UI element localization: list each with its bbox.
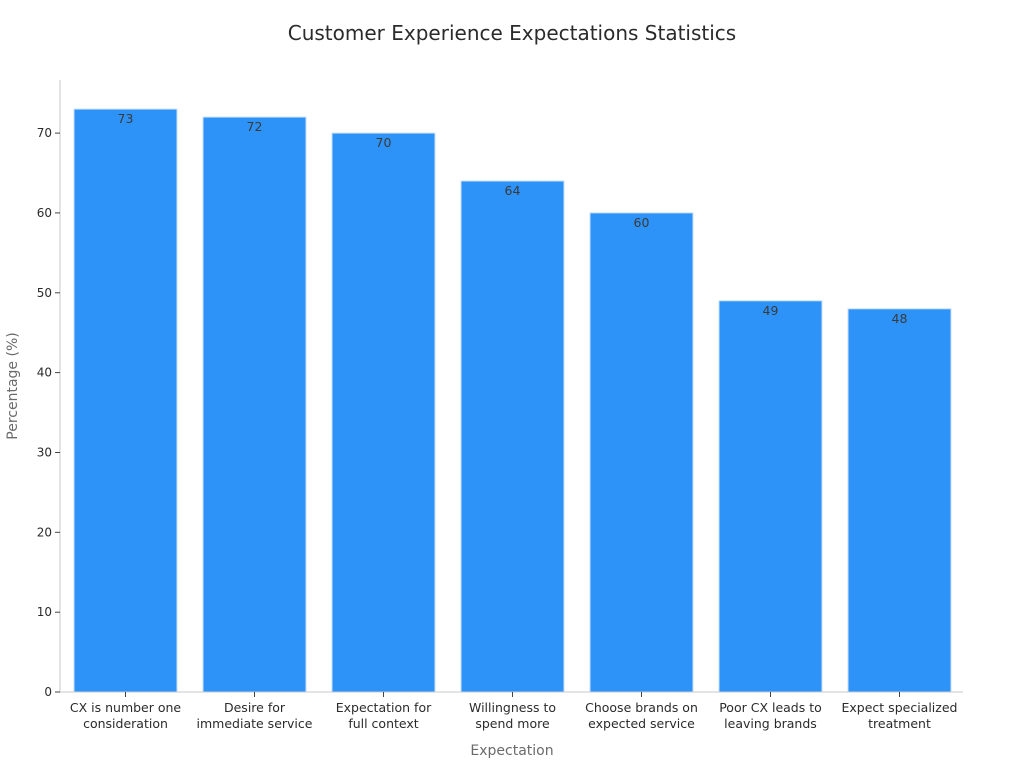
x-axis-label: Expectation — [470, 743, 553, 759]
y-tick-label-70: 70 — [37, 126, 52, 140]
data-label-6: 49 — [763, 303, 779, 318]
data-label-7: 48 — [892, 311, 908, 326]
bar-7 — [848, 309, 951, 692]
chart-root: Customer Experience Expectations Statist… — [0, 0, 1024, 768]
bar-6 — [719, 301, 822, 692]
x-tick-label-6-line-1: Poor CX leads to — [719, 700, 822, 715]
y-ticks-layer: 0 10 20 30 40 50 60 70 — [37, 126, 60, 699]
chart-title: Customer Experience Expectations Statist… — [288, 21, 736, 45]
bar-5 — [590, 213, 693, 692]
x-tick-label-3: Expectation for full context — [336, 700, 432, 731]
x-tick-label-4-line-2: spend more — [475, 716, 550, 731]
x-tick-label-1: CX is number one consideration — [70, 700, 182, 731]
x-tick-label-7-line-1: Expect specialized — [842, 700, 958, 715]
y-tick-label-30: 30 — [37, 446, 52, 460]
bar-chart: Customer Experience Expectations Statist… — [0, 0, 1024, 768]
data-label-4: 64 — [505, 183, 521, 198]
x-tick-label-1-line-2: consideration — [83, 716, 168, 731]
x-tick-label-6: Poor CX leads to leaving brands — [719, 700, 822, 731]
bar-2 — [203, 117, 306, 692]
bar-3 — [332, 133, 435, 692]
x-tick-label-6-line-2: leaving brands — [724, 716, 817, 731]
x-tick-label-2: Desire for immediate service — [197, 700, 313, 731]
data-label-3: 70 — [376, 135, 392, 150]
data-label-1: 73 — [118, 111, 134, 126]
x-tick-label-5-line-1: Choose brands on — [585, 700, 698, 715]
y-tick-label-50: 50 — [37, 286, 52, 300]
bar-4 — [461, 181, 564, 692]
x-tick-label-5-line-2: expected service — [588, 716, 695, 731]
x-ticks-layer: CX is number one consideration Desire for i… — [70, 692, 958, 731]
x-tick-label-7: Expect specialized treatment — [842, 700, 958, 731]
data-label-2: 72 — [247, 119, 263, 134]
x-tick-label-2-line-1: Desire for — [224, 700, 286, 715]
y-tick-label-0: 0 — [44, 685, 52, 699]
y-tick-label-40: 40 — [37, 366, 52, 380]
bar-1 — [74, 109, 177, 692]
y-axis-label: Percentage (%) — [5, 332, 21, 439]
x-tick-label-4: Willingness to spend more — [469, 700, 556, 731]
x-tick-label-3-line-1: Expectation for — [336, 700, 432, 715]
x-tick-label-1-line-1: CX is number one — [70, 700, 182, 715]
x-tick-label-3-line-2: full context — [348, 716, 418, 731]
y-tick-label-10: 10 — [37, 605, 52, 619]
x-tick-label-5: Choose brands on expected service — [585, 700, 698, 731]
y-tick-label-60: 60 — [37, 206, 52, 220]
y-tick-label-20: 20 — [37, 525, 52, 539]
x-tick-label-4-line-1: Willingness to — [469, 700, 556, 715]
x-tick-label-7-line-2: treatment — [868, 716, 931, 731]
x-tick-label-2-line-2: immediate service — [197, 716, 313, 731]
data-label-5: 60 — [634, 215, 650, 230]
